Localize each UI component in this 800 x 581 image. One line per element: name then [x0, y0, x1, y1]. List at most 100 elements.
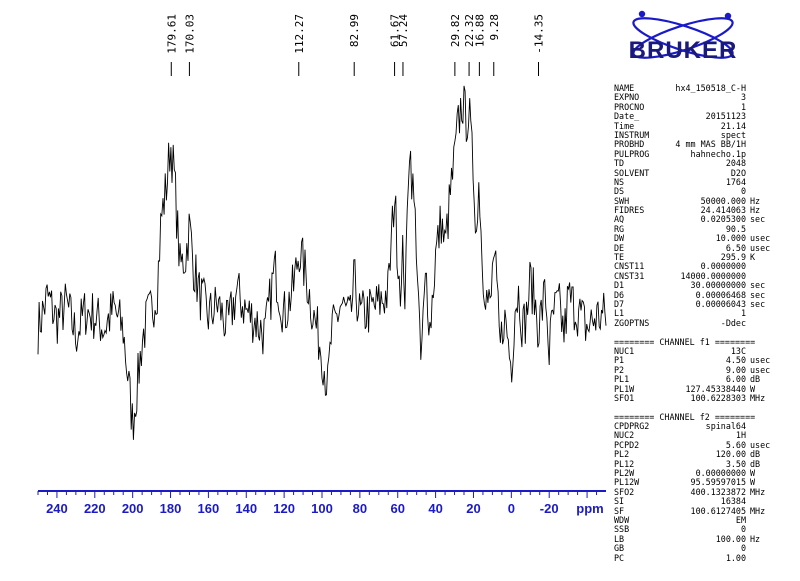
param-value: hahnecho.1p [690, 148, 746, 159]
param-value: 1764 [725, 176, 746, 187]
param-value: 6.50 [725, 242, 746, 253]
param-row: PL2 120.00 dB [614, 449, 800, 460]
param-row: D6 0.00006468 sec [614, 289, 800, 300]
param-row: AQ 0.0205300 sec [614, 214, 800, 225]
param-unit: K [750, 252, 756, 263]
param-row: D7 0.00006043 sec [614, 299, 800, 309]
param-row: PROBHD 4 mm MAS BB/1H [614, 139, 800, 150]
param-value: 4.50 [725, 355, 746, 366]
parameters-general: NAME hx4_150518_C-H EXPNO 3 PROCNO 1 Date_ 2015… [614, 83, 800, 328]
electron-icon [724, 12, 732, 20]
param-row: RG 90.5 [614, 223, 800, 234]
param-row: TD 2048 [614, 158, 800, 169]
peak-label: 179.61 [165, 14, 178, 54]
param-unit: usec [750, 242, 771, 253]
x-tick-label: 0 [508, 501, 515, 516]
x-axis: 240 220 200 180 160 140 120 100 80 60 40 20 0 -20 ppm [37, 490, 606, 516]
param-unit: usec [750, 439, 771, 450]
param-row: CNST31 14000.0000000 [614, 270, 800, 281]
logo-text: BRUKER [629, 37, 738, 64]
param-value: 0 [740, 186, 746, 197]
param-value: 0 [740, 543, 746, 554]
param-unit: Hz [750, 533, 761, 544]
x-axis-unit-label: ppm [576, 501, 603, 516]
param-name: PL1 [614, 374, 630, 385]
param-row: SFO2 400.1323872 MHz [614, 486, 800, 497]
param-value: 2048 [725, 158, 746, 169]
param-name: TD [614, 158, 625, 169]
param-name: L1 [614, 308, 625, 319]
param-row: PL12W 95.59597015 W [614, 477, 800, 487]
x-tick-label: 200 [122, 501, 144, 516]
param-row: SF 100.6127405 MHz [614, 506, 800, 516]
param-name: PULPROG [614, 148, 650, 159]
param-value: 6.00 [725, 374, 746, 385]
param-value: 295.9 [720, 252, 746, 263]
param-name: TE [614, 252, 625, 263]
param-row: PL1 6.00 dB [614, 374, 800, 385]
param-name: DW [614, 233, 625, 244]
param-value: 14000.0000000 [680, 270, 746, 281]
param-row: Date_ 20151123 [614, 111, 800, 121]
spectrum-trace [37, 85, 607, 440]
peak-label: 29.82 [449, 14, 462, 47]
param-name: RG [614, 223, 625, 234]
param-value: 21.14 [720, 120, 746, 131]
bruker-logo: BRUKER [629, 10, 738, 64]
param-value: hx4_150518_C-H [675, 83, 746, 93]
x-tick-label: 180 [160, 501, 182, 516]
param-value: 127.45338440 [685, 383, 746, 394]
param-value: -Ddec [720, 317, 746, 328]
peak-label: -14.35 [533, 14, 546, 54]
param-name: FIDRES [614, 205, 645, 216]
param-row: P1 4.50 usec [614, 355, 800, 366]
param-row: SWH 50000.000 Hz [614, 196, 800, 206]
spectrum-trace-group [37, 85, 607, 440]
param-name: P1 [614, 355, 625, 366]
param-unit: dB [750, 449, 761, 460]
param-name: SOLVENT [614, 167, 650, 178]
x-tick-label: 100 [311, 501, 333, 516]
x-tick-label: 120 [273, 501, 295, 516]
parameters-channel-f2: CPDPRG2 spinal64 NUC2 1H PCPD2 5.60 usec PL2 120… [614, 421, 800, 563]
param-name: CPDPRG2 [614, 421, 650, 432]
param-row: NS 1764 [614, 176, 800, 187]
param-name: PL2 [614, 449, 630, 460]
param-name: DE [614, 242, 625, 253]
x-tick-label: 80 [353, 501, 367, 516]
param-value: 24.414063 [700, 205, 746, 216]
param-row: FIDRES 24.414063 Hz [614, 205, 800, 216]
param-value: 0.0205300 [700, 214, 746, 225]
param-name: D6 [614, 289, 625, 300]
param-value: 0.00006468 [695, 289, 746, 300]
param-value: 1.00 [725, 552, 746, 563]
param-value: spinal64 [705, 421, 746, 432]
param-name: PROBHD [614, 139, 645, 150]
param-name: NUC1 [614, 345, 635, 356]
param-row: SSB 0 [614, 524, 800, 535]
param-name: SSB [614, 524, 630, 535]
param-unit: dB [750, 374, 761, 385]
param-row: SFO1 100.6228303 MHz [614, 392, 800, 403]
param-name: SI [614, 496, 625, 507]
electron-icon [638, 10, 646, 18]
peak-label: 57.24 [397, 14, 410, 47]
param-value: spect [720, 129, 746, 140]
param-unit: W [750, 383, 756, 394]
param-name: DS [614, 186, 625, 197]
param-unit: usec [750, 364, 771, 375]
param-unit: usec [750, 355, 771, 366]
x-tick-label: 220 [84, 501, 106, 516]
param-name: SFO2 [614, 486, 635, 497]
param-row: EXPNO 3 [614, 92, 800, 102]
param-value: 100.6228303 [690, 392, 746, 403]
param-name: SFO1 [614, 392, 635, 403]
param-unit: usec [750, 233, 771, 244]
param-row: SOLVENT D2O [614, 167, 800, 178]
param-value: 1 [740, 101, 746, 112]
param-row: TE 295.9 K [614, 252, 800, 263]
param-value: 400.1323872 [690, 486, 746, 497]
peak-label: 61.67 [389, 14, 402, 47]
x-tick-label: 20 [466, 501, 480, 516]
